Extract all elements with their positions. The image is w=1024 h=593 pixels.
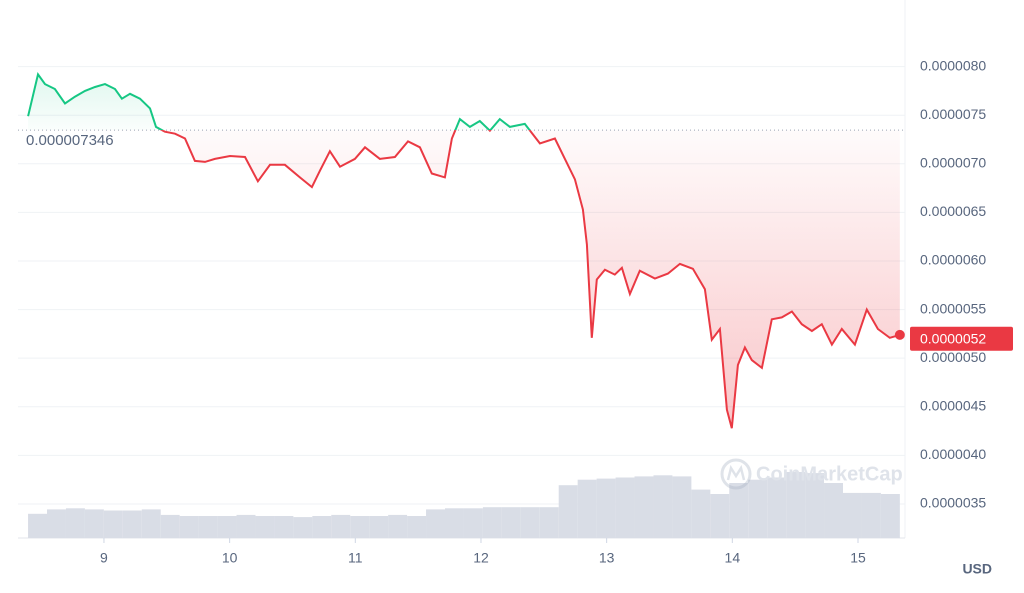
volume-bar: [577, 479, 597, 538]
volume-bar: [615, 477, 635, 538]
currency-label: USD: [962, 561, 992, 577]
volume-bar: [28, 513, 48, 538]
volume-bar: [255, 516, 275, 538]
volume-bar: [767, 477, 787, 538]
volume-bar: [198, 516, 218, 538]
volume-bar: [444, 508, 464, 538]
volume-bar: [805, 473, 825, 538]
volume-bar: [672, 476, 692, 538]
last-price-label: 0.0000052: [920, 330, 986, 346]
x-tick-label: 10: [222, 550, 238, 566]
volume-bar: [463, 508, 483, 538]
volume-bar: [179, 516, 199, 538]
volume-bar: [653, 475, 673, 538]
volume-bar: [350, 516, 370, 538]
y-tick-label: 0.0000060: [920, 252, 986, 268]
volume-bar: [293, 517, 313, 538]
price-line-up: [27, 72, 531, 131]
volume-bar: [482, 507, 502, 538]
volume-bar: [501, 507, 521, 538]
watermark: CoinMarketCap: [756, 463, 903, 485]
volume-bar: [824, 483, 843, 538]
volume-bar: [558, 485, 578, 538]
volume-bar: [634, 476, 654, 538]
x-tick-label: 14: [725, 550, 741, 566]
volume-bar: [710, 494, 730, 538]
x-tick-label: 15: [850, 550, 866, 566]
volume-bar: [520, 507, 540, 538]
y-tick-label: 0.0000080: [920, 57, 986, 73]
y-tick-label: 0.0000045: [920, 397, 986, 413]
volume-bar: [312, 516, 332, 538]
volume-bar: [388, 514, 408, 538]
volume-bar: [122, 510, 142, 538]
volume-bar: [748, 479, 768, 538]
watermark-logo: [720, 458, 752, 490]
last-price-tag: [910, 326, 1013, 351]
volume-bar: [141, 509, 161, 538]
volume-bar: [880, 494, 900, 538]
volume-bar: [236, 514, 256, 538]
volume-bar: [861, 492, 881, 538]
x-tick-label: 9: [100, 550, 108, 566]
y-tick-label: 0.0000055: [920, 300, 986, 316]
volume-bar: [103, 510, 123, 538]
y-tick-label: 0.0000035: [920, 495, 986, 511]
x-tick-label: 12: [473, 550, 489, 566]
y-tick-label: 0.0000050: [920, 349, 986, 365]
volume-bar: [729, 483, 749, 538]
plot-back: [18, 0, 906, 543]
volume-bar: [842, 492, 862, 538]
y-tick-label: 0.0000040: [920, 446, 986, 462]
reference-label: 0.000007346: [26, 132, 114, 149]
volume-bar: [160, 514, 180, 538]
volume-bar: [274, 516, 294, 538]
volume-bar: [369, 516, 389, 538]
volume-bar: [426, 509, 445, 538]
volume-bar: [47, 509, 66, 538]
volume-bar: [331, 514, 351, 538]
last-point: [894, 329, 905, 340]
x-tick-label: 11: [348, 550, 363, 566]
volume-bar: [539, 507, 559, 538]
area-down: [162, 130, 900, 429]
volume-bar: [65, 508, 85, 538]
y-tick-label: 0.0000075: [920, 106, 986, 122]
y-tick-label: 0.0000070: [920, 154, 986, 170]
volume-bar: [786, 472, 806, 538]
volume-bar: [407, 516, 427, 538]
area-up: [28, 74, 900, 131]
volume-bar: [691, 489, 711, 538]
price-line-down: [159, 130, 901, 429]
volume-bar: [217, 516, 237, 538]
volume-bar: [84, 509, 104, 538]
volume-bar: [596, 478, 616, 538]
reference-label-bg: [20, 132, 132, 151]
y-tick-label: 0.0000065: [920, 203, 986, 219]
x-tick-label: 13: [599, 550, 615, 566]
